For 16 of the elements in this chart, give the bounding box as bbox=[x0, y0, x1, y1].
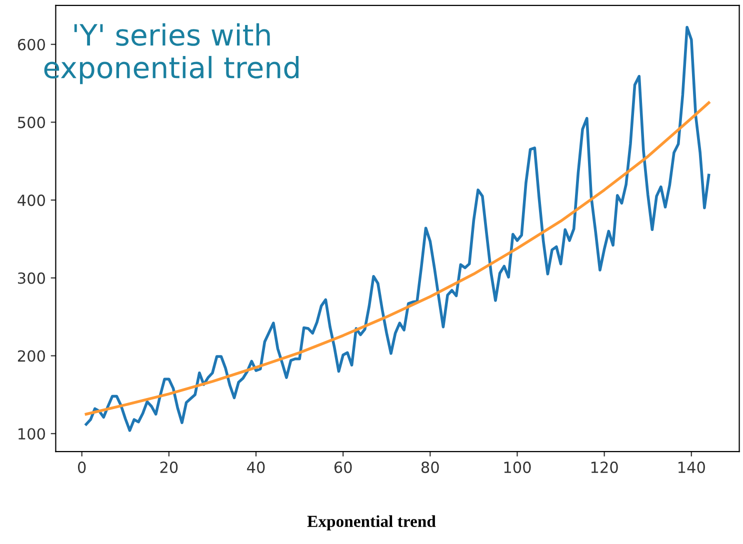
y-tick-label: 100 bbox=[18, 428, 45, 440]
x-tick-label: 120 bbox=[591, 462, 618, 474]
x-tick-label: 40 bbox=[247, 462, 265, 474]
x-tick-label: 60 bbox=[334, 462, 352, 474]
text: Exponential trend bbox=[307, 515, 436, 530]
x-tick-label: 0 bbox=[78, 462, 86, 474]
line-series bbox=[84, 101, 710, 416]
x-tick-label: 20 bbox=[160, 462, 178, 474]
y-tick-label: 200 bbox=[18, 350, 45, 362]
y-tick-label: 300 bbox=[18, 272, 45, 284]
x-tick-label: 100 bbox=[504, 462, 531, 474]
x-tick-label: 140 bbox=[678, 462, 705, 474]
y-tick-label: 500 bbox=[18, 116, 45, 128]
x-tick-label: 80 bbox=[421, 462, 439, 474]
y-tick-label: 400 bbox=[18, 194, 45, 206]
y-tick-label: 600 bbox=[18, 38, 45, 50]
